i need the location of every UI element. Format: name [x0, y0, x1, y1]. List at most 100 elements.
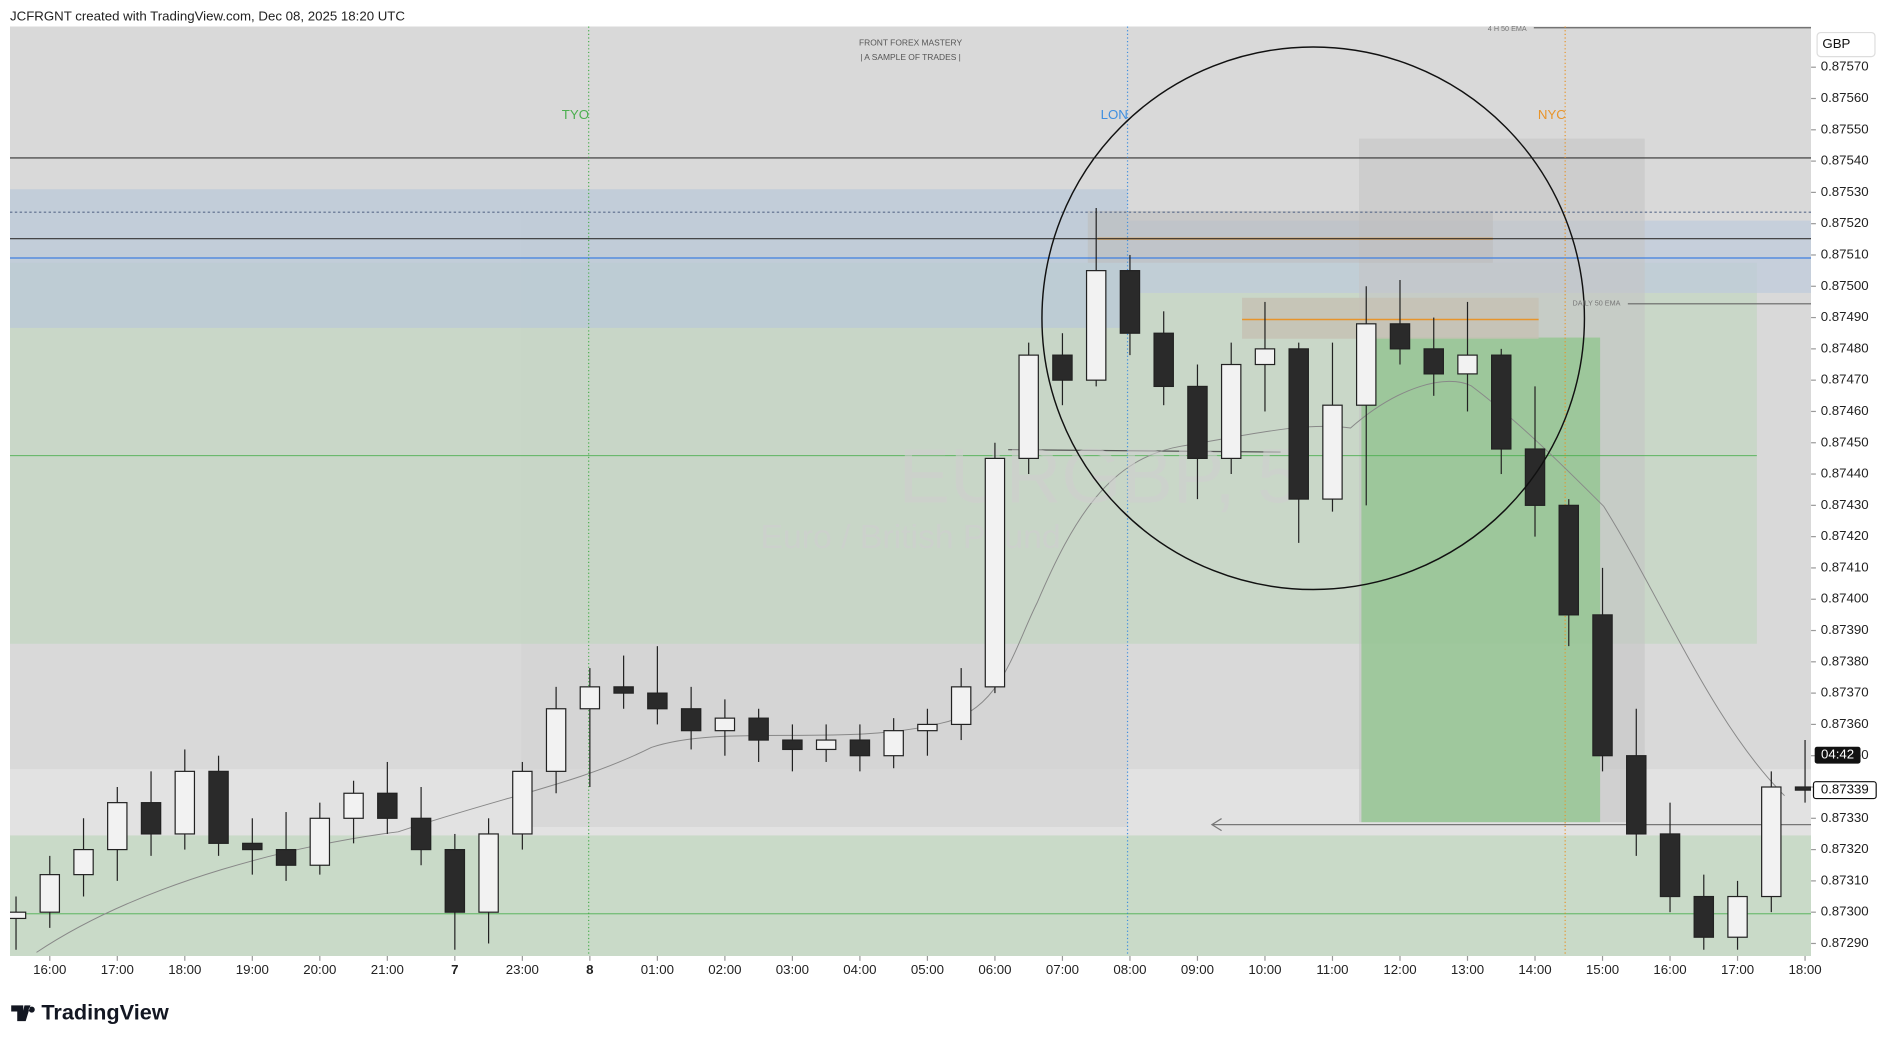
candle-body	[1220, 363, 1242, 460]
y-tick-label: 0.87390	[1821, 622, 1869, 637]
x-tick-label: 16:00	[33, 962, 66, 977]
session-label: NYC	[1538, 107, 1566, 122]
y-tick-label: 0.87450	[1821, 434, 1869, 449]
x-tick-label: 02:00	[708, 962, 741, 977]
x-tick-label: 8	[586, 962, 593, 977]
candle-body	[613, 686, 634, 694]
logo-icon	[11, 1005, 35, 1022]
candle-body	[1355, 323, 1377, 406]
candle-body	[208, 770, 229, 844]
last-price-box	[1812, 781, 1877, 800]
brand: TradingView	[41, 1000, 168, 1025]
y-tick-label: 0.87460	[1821, 403, 1869, 418]
candle-body	[1389, 323, 1411, 350]
x-tick-label: 07:00	[1046, 962, 1079, 977]
x-tick-label: 04:00	[843, 962, 876, 977]
candle-body	[377, 792, 398, 819]
candle-body	[512, 770, 533, 835]
x-tick-label: 17:00	[1721, 962, 1754, 977]
y-tick-label: 0.87540	[1821, 153, 1869, 168]
x-tick-label: 18:00	[1788, 962, 1821, 977]
header: JCFRGNT created with TradingView.com, De…	[10, 8, 405, 23]
drawings: EURGBP, 5 Euro / British Pound	[9, 26, 1812, 956]
candle-body	[73, 848, 94, 876]
candle-body	[748, 717, 769, 741]
watermark-sub: Euro / British Pound	[760, 518, 1060, 556]
candle-body	[1288, 348, 1309, 500]
candles	[9, 208, 1812, 950]
y-tick-label: 0.87570	[1821, 59, 1869, 74]
x-tick-label: 03:00	[776, 962, 809, 977]
x-tick-label: 18:00	[168, 962, 201, 977]
candle-body	[1558, 504, 1580, 616]
x-tick-label: 11:00	[1316, 962, 1348, 977]
x-tick-label: 10:00	[1248, 962, 1281, 977]
y-tick-label: 0.87520	[1821, 215, 1869, 230]
x-tick-label: 7	[451, 962, 458, 977]
x-tick-label: 05:00	[911, 962, 944, 977]
brand-logo: TradingView	[11, 1000, 169, 1025]
y-tick-label: 0.87440	[1821, 466, 1869, 481]
candle-body	[1524, 448, 1546, 506]
candle-body	[1254, 348, 1276, 366]
countdown-box	[1814, 746, 1861, 764]
candle-body	[1119, 270, 1141, 334]
x-tick-label: 01:00	[641, 962, 674, 977]
candle-body	[9, 911, 27, 920]
x-tick-label: 20:00	[303, 962, 336, 977]
candle-body	[1659, 833, 1681, 898]
candle-body	[680, 708, 702, 732]
x-tick-label: 15:00	[1586, 962, 1619, 977]
y-tick-label: 0.87480	[1821, 340, 1869, 355]
y-tick-label: 0.87360	[1821, 716, 1869, 731]
candle-body	[1794, 786, 1812, 791]
candle-body	[883, 730, 904, 757]
y-tick-label: 0.87320	[1821, 841, 1869, 856]
y-tick-label: 0.87410	[1821, 559, 1869, 574]
candle-body	[1322, 404, 1343, 500]
last-price: 0.87339	[1821, 782, 1869, 797]
candle-body	[950, 686, 972, 726]
y-tick-label: 0.87380	[1821, 653, 1869, 668]
candle-body	[444, 848, 466, 913]
subtitle: | A SAMPLE OF TRADES |	[860, 52, 961, 62]
y-tick-label: 0.87370	[1821, 685, 1869, 700]
candle-body	[174, 770, 196, 835]
currency-button[interactable]	[1816, 31, 1876, 58]
candle-body	[1626, 755, 1647, 835]
x-tick-label: 23:00	[506, 962, 539, 977]
session-label: TYO	[562, 107, 589, 122]
candle-body	[917, 723, 938, 732]
arrow-head	[1210, 818, 1222, 832]
time-axis	[9, 955, 1812, 983]
x-tick-label: 14:00	[1518, 962, 1551, 977]
x-tick-label: 21:00	[371, 962, 404, 977]
zone	[1087, 210, 1493, 263]
x-tick-label: 17:00	[101, 962, 134, 977]
y-tick-label: 0.87330	[1821, 810, 1869, 825]
x-tick-label: 12:00	[1383, 962, 1416, 977]
candle-body	[309, 817, 331, 866]
y-tick-label: 0.87530	[1821, 184, 1869, 199]
y-tick-label: 0.87510	[1821, 246, 1869, 261]
x-tick-label: 06:00	[978, 962, 1011, 977]
candle-body	[579, 686, 601, 710]
y-tick-label: 0.87550	[1821, 121, 1869, 136]
currency: GBP	[1822, 36, 1850, 51]
axis-labels: 0.87290 0.87300 0.87310 0.87320 0.87330 0.873…	[33, 59, 1877, 977]
candle-body	[1018, 354, 1039, 460]
candle-body	[714, 717, 736, 732]
y-tick-label: 0.87300	[1821, 904, 1869, 919]
candle-body	[1592, 614, 1613, 757]
y-tick-label: 0.87400	[1821, 591, 1869, 606]
x-tick-label: 08:00	[1113, 962, 1146, 977]
circle	[1041, 46, 1586, 591]
candle-body	[1085, 270, 1107, 381]
candle-body	[545, 708, 567, 772]
countdown: 04:42	[1821, 747, 1854, 762]
candle-body	[410, 817, 432, 851]
candle-body	[275, 848, 297, 866]
ema-line	[36, 380, 1785, 953]
candle-body	[1187, 385, 1208, 460]
